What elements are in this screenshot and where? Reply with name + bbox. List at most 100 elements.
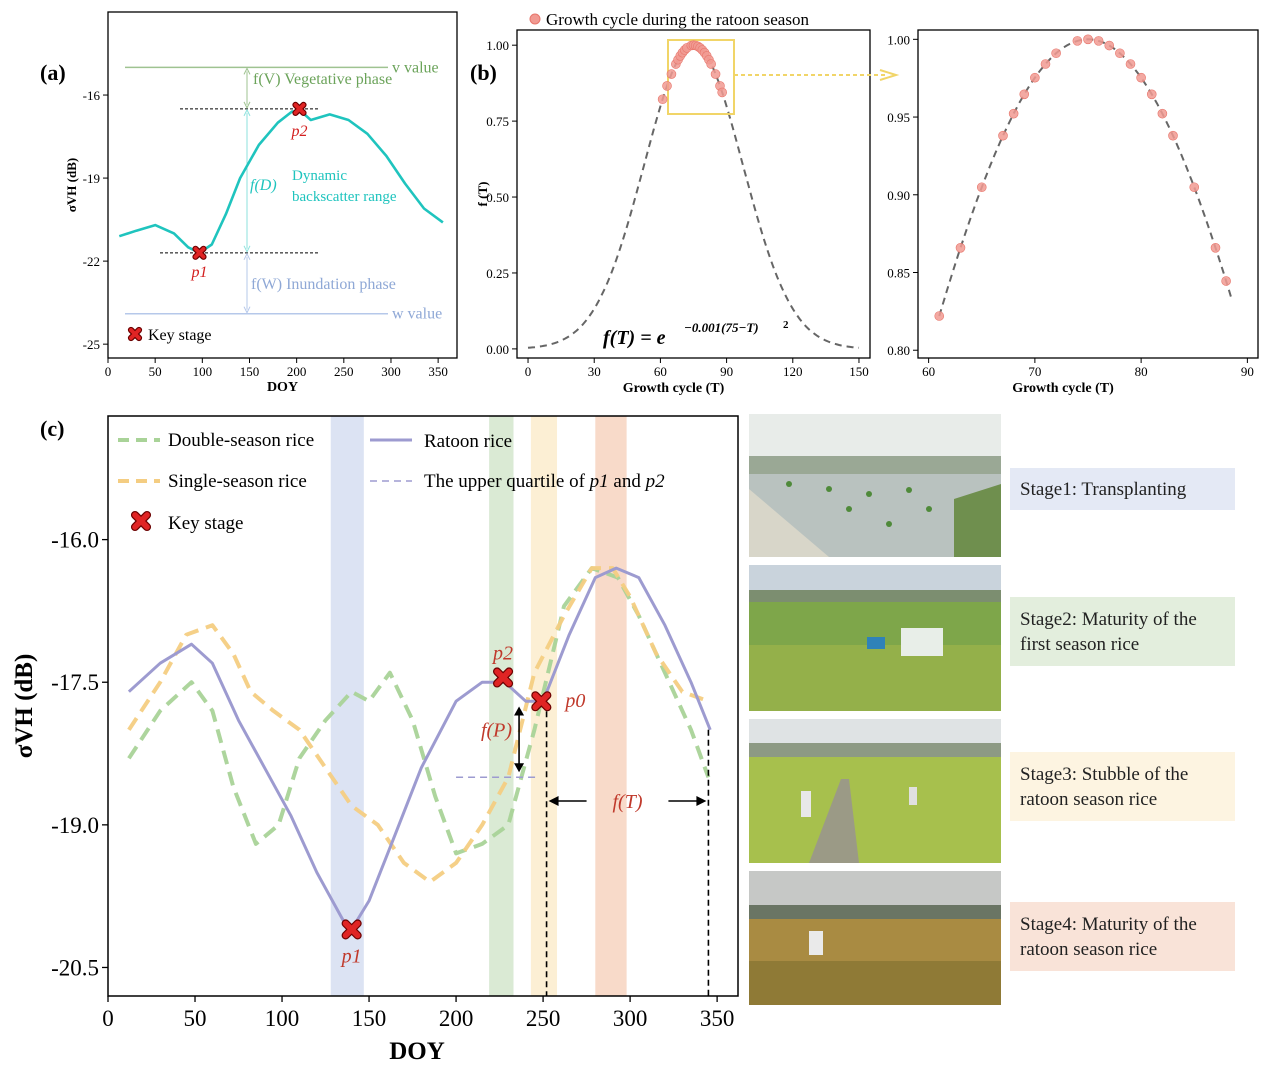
legend-double-label: Double-season rice bbox=[168, 430, 314, 451]
panel-c-frame bbox=[107, 415, 739, 997]
data-point bbox=[1146, 89, 1157, 100]
x-tick-label: 150 bbox=[240, 364, 260, 379]
fd-label: f(D) bbox=[250, 177, 277, 194]
data-point bbox=[1019, 89, 1030, 100]
zoom-arrow bbox=[879, 69, 900, 81]
y-tick-label: 1.00 bbox=[887, 32, 910, 47]
data-point bbox=[710, 69, 721, 79]
y-tick-label: -22 bbox=[83, 254, 100, 269]
data-point bbox=[662, 81, 672, 91]
data-point bbox=[1051, 48, 1061, 59]
legend-key-marker bbox=[132, 512, 150, 530]
x-axis-label: DOY bbox=[267, 380, 298, 395]
data-point bbox=[998, 130, 1008, 141]
stage-label-1: Stage1: Transplanting bbox=[1010, 468, 1235, 510]
data-point bbox=[1115, 48, 1125, 59]
p2-label: p2 bbox=[491, 642, 513, 664]
stage-label-3: Stage3: Stubble of the ratoon season ric… bbox=[1010, 752, 1235, 821]
equation-exp: −0.001(75−T) bbox=[684, 320, 759, 335]
data-point bbox=[934, 311, 945, 321]
legend-key-label: Key stage bbox=[168, 513, 243, 534]
double-season-rice-line bbox=[127, 566, 711, 856]
legend-quartile-part: p2 bbox=[644, 471, 666, 492]
p0-marker bbox=[532, 692, 551, 711]
legend-key-marker bbox=[129, 328, 141, 340]
fv-label: f(V) Vegetative phase bbox=[253, 71, 392, 88]
data-point bbox=[1221, 276, 1231, 286]
x-tick-label: 90 bbox=[720, 364, 733, 379]
legend-key-label: Key stage bbox=[148, 327, 212, 344]
x-axis-label: Growth cycle (T) bbox=[1012, 381, 1114, 396]
y-axis-label: σVH (dB) bbox=[64, 158, 79, 212]
p1-label: p1 bbox=[190, 264, 207, 281]
data-point bbox=[1072, 36, 1083, 46]
w-value-label: w value bbox=[392, 306, 442, 323]
x-tick-label: 250 bbox=[334, 364, 354, 379]
ft-arrow bbox=[696, 796, 707, 806]
y-tick-label: 0.85 bbox=[887, 266, 910, 281]
p0-label: p0 bbox=[563, 690, 585, 712]
photo-ratoon-stubble bbox=[749, 719, 1001, 863]
data-point bbox=[955, 243, 966, 253]
x-tick-label: 0 bbox=[105, 364, 112, 379]
photo-first-season-maturity bbox=[749, 565, 1001, 711]
x-tick-label: 100 bbox=[193, 364, 213, 379]
ft-label: f(T) bbox=[612, 791, 642, 813]
equation-lhs: f(T) = e bbox=[603, 327, 666, 349]
y-tick-label: -20.5 bbox=[51, 955, 99, 980]
x-tick-label: 0 bbox=[102, 1006, 114, 1031]
x-tick-label: 350 bbox=[700, 1006, 735, 1031]
data-point bbox=[1008, 108, 1019, 119]
y-tick-label: -19 bbox=[83, 171, 100, 186]
fp-arrow bbox=[514, 763, 525, 773]
data-point bbox=[1083, 34, 1093, 45]
photo-transplanting bbox=[749, 414, 1001, 557]
stage-band bbox=[330, 416, 364, 996]
y-axis-label: σVH (dB) bbox=[11, 654, 38, 759]
x-tick-label: 50 bbox=[184, 1006, 207, 1031]
fv-arrow bbox=[243, 101, 251, 109]
x-tick-label: 120 bbox=[783, 364, 803, 379]
x-tick-label: 0 bbox=[525, 364, 532, 379]
data-point bbox=[1157, 108, 1168, 119]
panel-label: (a) bbox=[40, 60, 66, 85]
fd-arrow bbox=[243, 108, 251, 117]
v-value-label: v value bbox=[392, 59, 439, 76]
y-tick-label: 0.75 bbox=[486, 114, 509, 129]
sigma-vh-line bbox=[118, 110, 444, 255]
y-tick-label: 0.50 bbox=[486, 190, 509, 205]
data-point bbox=[1104, 40, 1115, 51]
fw-arrow bbox=[243, 306, 251, 314]
data-point bbox=[1168, 130, 1178, 141]
x-tick-label: 250 bbox=[526, 1006, 561, 1031]
x-tick-label: 150 bbox=[352, 1006, 387, 1031]
y-tick-label: -17.5 bbox=[51, 670, 99, 695]
p1-marker bbox=[342, 920, 361, 939]
x-tick-label: 100 bbox=[265, 1006, 300, 1031]
fp-arrow bbox=[514, 706, 525, 716]
data-point bbox=[717, 87, 727, 98]
data-point bbox=[1136, 72, 1146, 83]
fp-label: f(P) bbox=[481, 719, 512, 741]
ratoon-rice-line bbox=[127, 566, 712, 931]
panel-b-frame bbox=[516, 29, 871, 359]
y-axis-label: f (T) bbox=[475, 182, 490, 207]
x-tick-label: 70 bbox=[1028, 364, 1041, 379]
ft-arrow bbox=[548, 796, 559, 806]
panel-b-zoom-frame bbox=[917, 29, 1259, 359]
y-tick-label: 0.00 bbox=[486, 342, 509, 357]
data-point bbox=[976, 182, 987, 193]
y-tick-label: 1.00 bbox=[486, 38, 509, 53]
equation-sq: 2 bbox=[783, 319, 789, 331]
panel-a-frame bbox=[107, 11, 458, 359]
y-tick-label: -16.0 bbox=[51, 528, 99, 553]
stage-label-text: Stage3: Stubble of the ratoon season ric… bbox=[1020, 763, 1189, 810]
stage-band bbox=[595, 416, 627, 996]
fit-curve bbox=[527, 44, 860, 349]
stage-label-text: Stage2: Maturity of the first season ric… bbox=[1020, 608, 1197, 655]
fv-arrow bbox=[243, 67, 251, 75]
panel-label: (b) bbox=[470, 60, 497, 85]
x-tick-label: 300 bbox=[613, 1006, 648, 1031]
x-tick-label: 90 bbox=[1241, 364, 1254, 379]
